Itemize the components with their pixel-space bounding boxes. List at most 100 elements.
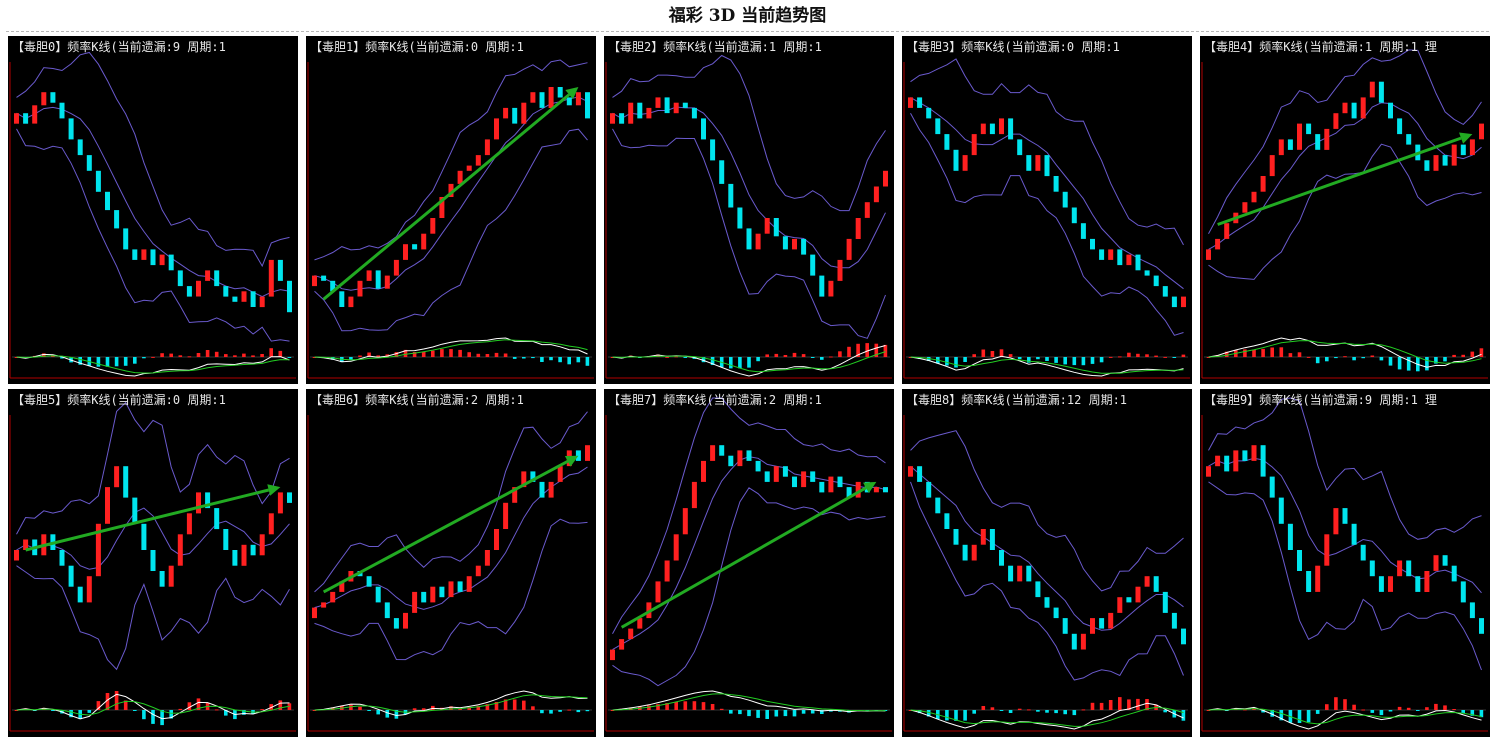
- macd-bar: [1136, 698, 1140, 710]
- macd-bar: [576, 710, 581, 713]
- macd-bar: [349, 357, 353, 360]
- candle: [1351, 523, 1357, 545]
- macd-bar: [540, 357, 544, 362]
- candle: [23, 539, 29, 550]
- macd-bar: [349, 704, 353, 710]
- macd-bar: [1425, 357, 1429, 371]
- macd-bar: [549, 357, 553, 361]
- macd-bar: [1036, 710, 1040, 712]
- macd-bar: [78, 357, 82, 365]
- candle: [737, 207, 743, 229]
- macd-bar: [1154, 355, 1158, 357]
- macd-bar: [1352, 357, 1356, 361]
- candle: [512, 487, 518, 503]
- candle: [1062, 618, 1068, 634]
- candle: [339, 581, 345, 592]
- macd-bar: [783, 710, 788, 717]
- trend-arrow-line: [322, 93, 571, 301]
- macd-bar: [1470, 351, 1475, 357]
- band-middle-line: [910, 96, 1184, 290]
- band-upper-line: [16, 401, 290, 535]
- macd-bar: [1416, 710, 1420, 711]
- candle: [475, 155, 481, 166]
- macd-dif-line: [1208, 706, 1482, 730]
- candle: [105, 487, 110, 524]
- macd-dif-line: [910, 702, 1184, 730]
- chart-svg: [605, 54, 892, 379]
- candle: [1171, 296, 1177, 308]
- chart-panel-1: 【毒胆1】频率K线(当前遗漏:0 周期:1: [306, 36, 596, 384]
- candle: [259, 534, 265, 556]
- candle: [1424, 571, 1430, 592]
- band-lower-line: [16, 565, 290, 671]
- macd-bar: [60, 357, 64, 359]
- macd-bar: [1288, 353, 1293, 357]
- macd-bar: [540, 710, 544, 714]
- macd-bar: [1361, 357, 1365, 359]
- macd-bar: [312, 710, 317, 711]
- band-lower-line: [1208, 481, 1482, 671]
- candle: [521, 471, 527, 488]
- chart-panel-3: 【毒胆3】频率K线(当前遗漏:0 周期:1: [902, 36, 1192, 384]
- candle: [1117, 597, 1123, 613]
- candle: [953, 529, 959, 545]
- candle: [883, 487, 888, 493]
- candle: [557, 466, 563, 482]
- candle: [86, 576, 92, 603]
- candle: [214, 270, 220, 287]
- candle: [330, 591, 336, 603]
- candle: [503, 502, 509, 529]
- macd-bar: [260, 354, 264, 357]
- macd-bar: [105, 693, 110, 710]
- macd-bar: [585, 357, 590, 366]
- candle: [412, 591, 418, 613]
- macd-bar: [1081, 357, 1086, 366]
- macd-bar: [187, 356, 192, 358]
- macd-bar: [1145, 699, 1149, 710]
- candle: [801, 238, 807, 255]
- candle: [1397, 560, 1403, 577]
- candle: [971, 134, 977, 156]
- macd-bar: [1297, 352, 1302, 357]
- macd-bar: [820, 710, 824, 714]
- macd-bar: [576, 357, 581, 363]
- macd-bar: [278, 350, 283, 357]
- candle: [384, 275, 390, 289]
- candle: [1117, 249, 1123, 266]
- candle: [828, 280, 834, 297]
- macd-dea-line: [16, 355, 290, 374]
- macd-bar: [1027, 709, 1031, 711]
- candle: [41, 92, 47, 106]
- macd-bar: [1379, 710, 1384, 716]
- band-upper-line: [612, 397, 886, 635]
- candle: [77, 139, 83, 156]
- candle: [466, 576, 472, 592]
- macd-bar: [123, 700, 128, 710]
- candle: [1035, 581, 1041, 598]
- macd-bar: [494, 352, 499, 357]
- macd-bar: [178, 355, 183, 357]
- macd-bar: [421, 708, 426, 710]
- chart-label: 【毒胆7】频率K线(当前遗漏:2 周期:1: [608, 393, 822, 407]
- candle: [186, 513, 192, 535]
- candle: [1242, 202, 1248, 213]
- trend-arrow-line: [25, 488, 270, 552]
- macd-dea-line: [1208, 708, 1482, 725]
- candle: [755, 460, 761, 472]
- macd-bar: [412, 352, 417, 357]
- macd-bar: [1127, 352, 1131, 357]
- macd-bar: [801, 354, 806, 357]
- macd-bar: [747, 357, 751, 368]
- macd-bar: [1370, 355, 1375, 357]
- candle: [908, 466, 913, 477]
- candle: [1306, 123, 1312, 135]
- candle: [1415, 576, 1421, 592]
- macd-bar: [810, 710, 815, 714]
- candle: [773, 466, 779, 482]
- candle: [1360, 97, 1366, 119]
- macd-bar: [242, 710, 246, 715]
- candle: [241, 291, 247, 302]
- band-upper-line: [1208, 49, 1482, 234]
- candle: [989, 123, 995, 135]
- candle: [1469, 139, 1475, 156]
